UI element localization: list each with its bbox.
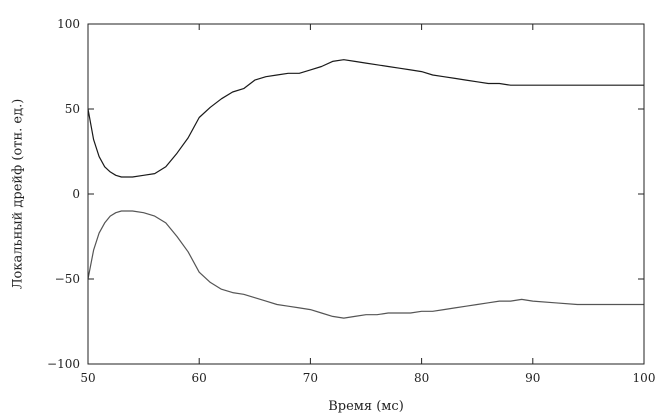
y-tick-label: −100 [47,357,80,371]
ticks [87,23,645,365]
x-tick-label: 50 [80,371,95,385]
tick-labels: 50 60 70 80 90 100 100 50 0 −50 −100 [47,17,655,385]
series-lines [87,59,644,319]
y-tick-label: −50 [55,272,80,286]
y-tick-label: 50 [65,102,80,116]
x-tick-label: 100 [633,371,656,385]
y-tick-label: 0 [72,187,80,201]
x-tick-label: 60 [192,371,207,385]
x-tick-label: 80 [414,371,429,385]
x-axis-label: Время (мс) [328,399,404,414]
y-axis-label: Локальный дрейф (отн. ед.) [11,99,26,290]
series-line-2 [87,210,644,319]
x-tick-label: 90 [525,371,540,385]
x-tick-label: 70 [303,371,318,385]
y-tick-label: 100 [57,17,80,31]
plot-frame [87,23,645,365]
series-line-1 [87,59,644,178]
